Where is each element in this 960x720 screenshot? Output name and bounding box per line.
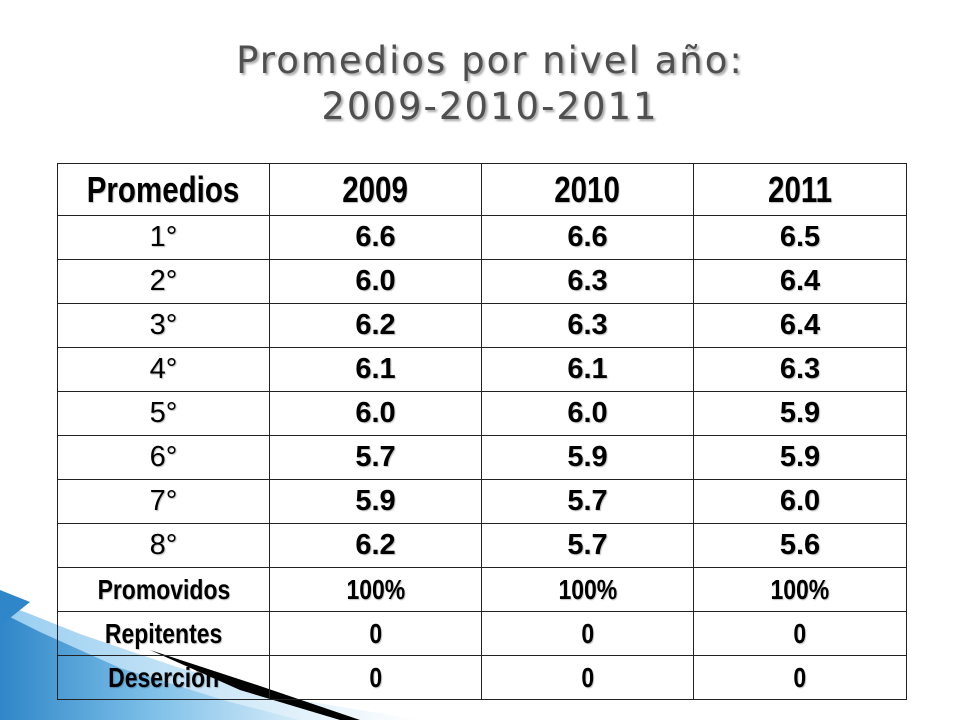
summary-row: Deserción 0 0 0: [57, 655, 907, 700]
summary-row: Promovidos 100% 100% 100%: [57, 567, 907, 612]
summary-value-cell: 100%: [481, 567, 694, 612]
header-label: Promedios: [87, 168, 240, 210]
grade-cell: 5.7: [481, 523, 694, 568]
header-cell-promedios: Promedios: [57, 163, 270, 216]
summary-label-cell: Repitentes: [57, 611, 270, 656]
grade-cell: 5.9: [481, 435, 694, 480]
grade-cell: 6.1: [269, 347, 482, 392]
grade-cell: 6.3: [481, 259, 694, 304]
summary-text: 0: [581, 661, 594, 693]
summary-text: 100%: [558, 573, 617, 605]
level-cell: 8°: [57, 523, 270, 568]
summary-text: 0: [793, 617, 807, 649]
summary-value-cell: 0: [481, 655, 694, 700]
header-label: 2009: [342, 168, 409, 210]
level-cell: 3°: [57, 303, 270, 348]
grade-cell: 6.2: [269, 303, 482, 348]
summary-row: Repitentes 0 0 0: [57, 611, 907, 656]
summary-value-cell: 0: [693, 655, 907, 700]
grade-cell: 6.6: [269, 215, 482, 260]
summary-text: Repitentes: [104, 617, 223, 649]
table-row: 7° 5.9 5.7 6.0: [57, 479, 907, 524]
summary-label-cell: Deserción: [57, 655, 270, 700]
table-row: 6° 5.7 5.9 5.9: [57, 435, 907, 480]
page-title: Promedios por nivel año: 2009-2010-2011: [150, 38, 830, 130]
table-row: 2° 6.0 6.3 6.4: [57, 259, 907, 304]
grade-cell: 6.3: [481, 303, 694, 348]
summary-value-cell: 0: [269, 611, 482, 656]
summary-text: Deserción: [107, 661, 220, 693]
grade-cell: 6.4: [693, 259, 907, 304]
header-cell-2009: 2009: [269, 163, 482, 216]
summary-text: 0: [793, 661, 807, 693]
title-line-1: Promedios por nivel año:: [236, 39, 744, 82]
level-cell: 1°: [57, 215, 270, 260]
grade-cell: 5.6: [693, 523, 907, 568]
grade-cell: 6.4: [693, 303, 907, 348]
grade-cell: 5.9: [693, 435, 907, 480]
header-cell-2011: 2011: [693, 163, 907, 216]
grade-cell: 6.3: [693, 347, 907, 392]
summary-text: 100%: [770, 573, 830, 605]
table-row: 1° 6.6 6.6 6.5: [57, 215, 907, 260]
level-cell: 4°: [57, 347, 270, 392]
grade-cell: 6.0: [481, 391, 694, 436]
summary-text: 0: [369, 661, 382, 693]
summary-value-cell: 0: [269, 655, 482, 700]
header-label: 2011: [767, 168, 833, 210]
table-row: 3° 6.2 6.3 6.4: [57, 303, 907, 348]
table-row: 4° 6.1 6.1 6.3: [57, 347, 907, 392]
grade-cell: 6.2: [269, 523, 482, 568]
grade-cell: 5.7: [481, 479, 694, 524]
summary-text: 100%: [346, 573, 405, 605]
grade-cell: 6.6: [481, 215, 694, 260]
grade-cell: 5.7: [269, 435, 482, 480]
grade-cell: 6.0: [269, 391, 482, 436]
summary-text: 0: [369, 617, 382, 649]
grade-cell: 6.0: [693, 479, 907, 524]
level-cell: 5°: [57, 391, 270, 436]
summary-label-cell: Promovidos: [57, 567, 270, 612]
table-header-row: Promedios 2009 2010 2011: [57, 163, 907, 216]
summary-value-cell: 100%: [693, 567, 907, 612]
title-line-2: 2009-2010-2011: [321, 85, 659, 128]
header-label: 2010: [554, 168, 621, 210]
grade-cell: 6.5: [693, 215, 907, 260]
level-cell: 6°: [57, 435, 270, 480]
grade-cell: 5.9: [693, 391, 907, 436]
summary-text: Promovidos: [97, 573, 230, 605]
level-cell: 7°: [57, 479, 270, 524]
summary-value-cell: 0: [693, 611, 907, 656]
grades-table: Promedios 2009 2010 2011 1° 6.6 6.6 6.5 2° 6.…: [57, 163, 907, 700]
summary-text: 0: [581, 617, 594, 649]
grade-cell: 5.9: [269, 479, 482, 524]
level-cell: 2°: [57, 259, 270, 304]
table-row: 5° 6.0 6.0 5.9: [57, 391, 907, 436]
summary-value-cell: 100%: [269, 567, 482, 612]
table-row: 8° 6.2 5.7 5.6: [57, 523, 907, 568]
grade-cell: 6.0: [269, 259, 482, 304]
header-cell-2010: 2010: [481, 163, 694, 216]
grade-cell: 6.1: [481, 347, 694, 392]
summary-value-cell: 0: [481, 611, 694, 656]
